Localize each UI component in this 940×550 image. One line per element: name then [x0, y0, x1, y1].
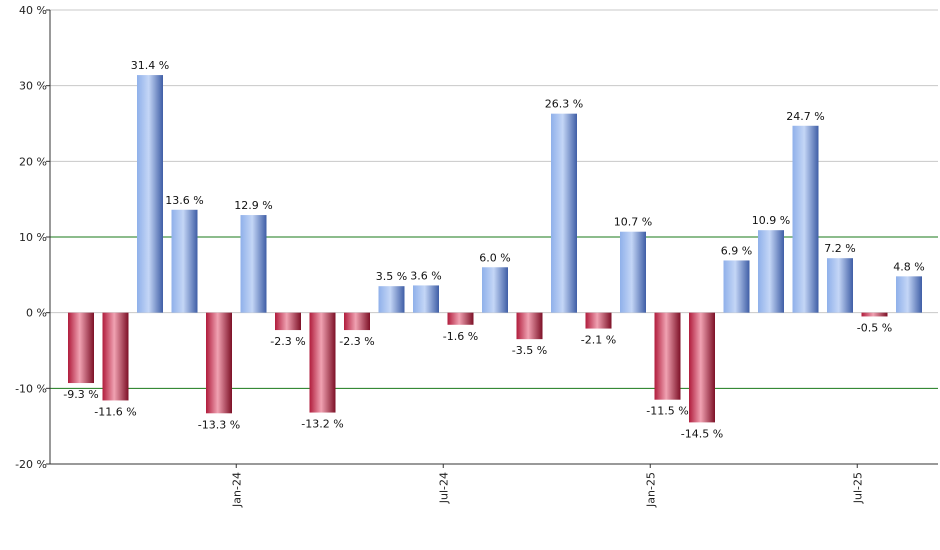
- bar: [861, 312, 888, 317]
- y-tick-label: -20 %: [15, 458, 47, 471]
- data-label: 26.3 %: [545, 98, 583, 111]
- data-label: 3.6 %: [410, 269, 441, 282]
- x-tick-label: Jul-25: [851, 472, 864, 504]
- data-label: -11.6 %: [94, 405, 136, 418]
- bars: [68, 75, 922, 423]
- bar: [723, 260, 750, 313]
- y-tick-label: 40 %: [19, 4, 47, 17]
- data-label: 13.6 %: [165, 194, 203, 207]
- data-label: -0.5 %: [857, 321, 892, 334]
- data-label: -3.5 %: [512, 344, 547, 357]
- bar: [447, 312, 474, 325]
- y-tick-label: 30 %: [19, 80, 47, 93]
- data-label: -9.3 %: [63, 388, 98, 401]
- bar: [551, 113, 577, 313]
- bar: [137, 75, 163, 313]
- bar: [758, 230, 784, 313]
- bar: [378, 286, 405, 313]
- data-label: 3.5 %: [376, 270, 407, 283]
- bar: [275, 312, 301, 331]
- bar: [68, 312, 94, 384]
- x-tick-labels: Jan-24 Jul-24 Jan-25 Jul-25: [230, 464, 864, 508]
- data-label: -13.2 %: [301, 418, 343, 431]
- bar: [413, 285, 439, 313]
- x-tick-label: Jan-24: [230, 472, 243, 508]
- data-label: 7.2 %: [824, 242, 855, 255]
- data-labels: -9.3 % -11.6 % 31.4 % 13.6 % -13.3 % 12.9 % -2…: [63, 59, 924, 440]
- bar: [516, 312, 543, 340]
- data-label: 10.9 %: [752, 214, 790, 227]
- bar: [654, 312, 681, 400]
- data-label: -13.3 %: [198, 418, 240, 431]
- y-tick-label: 20 %: [19, 155, 47, 168]
- bar: [344, 312, 370, 331]
- bar: [482, 267, 508, 313]
- bar: [585, 312, 612, 329]
- data-label: 31.4 %: [131, 59, 169, 72]
- y-tick-label: -10 %: [15, 382, 47, 395]
- bar: [240, 215, 267, 313]
- bar: [309, 312, 336, 413]
- bar: [206, 312, 232, 414]
- data-label: 4.8 %: [893, 260, 924, 273]
- data-label: -14.5 %: [681, 427, 723, 440]
- y-tick-label: 0 %: [26, 307, 47, 320]
- bar: [827, 258, 853, 313]
- x-tick-label: Jan-25: [644, 472, 657, 508]
- data-label: -1.6 %: [443, 330, 478, 343]
- x-tick-label: Jul-24: [437, 472, 450, 504]
- data-label: -2.3 %: [270, 335, 305, 348]
- y-tick-labels: -20 % -10 % 0 % 10 % 20 % 30 % 40 %: [15, 4, 50, 471]
- bar: [102, 312, 129, 401]
- bar: [171, 209, 198, 313]
- bar: [689, 312, 715, 423]
- data-label: 6.9 %: [721, 244, 752, 257]
- data-label: 10.7 %: [614, 216, 652, 229]
- data-label: 24.7 %: [786, 110, 824, 123]
- y-tick-label: 10 %: [19, 231, 47, 244]
- data-label: 6.0 %: [479, 251, 510, 264]
- grid-lines: [50, 9, 938, 389]
- data-label: -2.1 %: [581, 334, 616, 347]
- data-label: 12.9 %: [234, 199, 272, 212]
- bar: [620, 231, 646, 313]
- bar: [896, 276, 922, 313]
- data-label: -2.3 %: [339, 335, 374, 348]
- data-label: -11.5 %: [646, 405, 688, 418]
- bar: [792, 125, 819, 313]
